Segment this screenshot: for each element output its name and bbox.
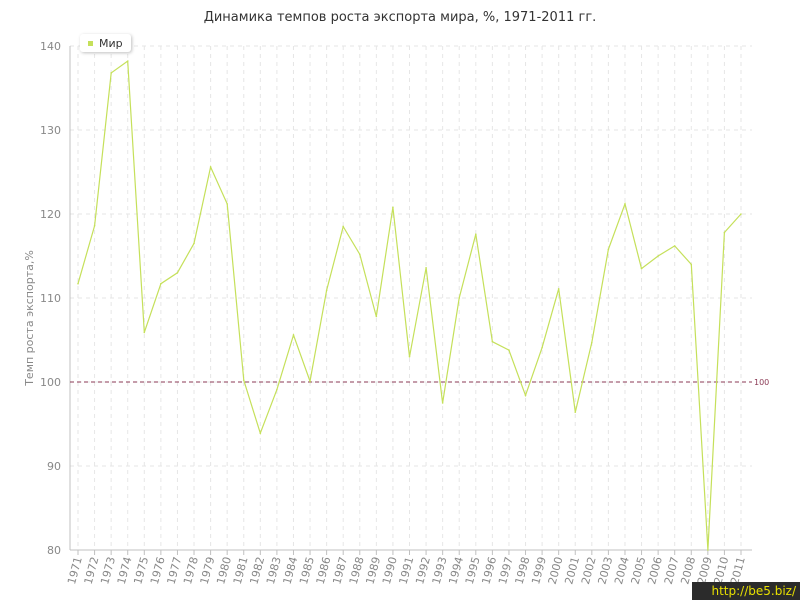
y-tick-label: 120 xyxy=(40,208,61,221)
data-point xyxy=(143,331,146,334)
y-tick-label: 90 xyxy=(47,460,61,473)
data-point xyxy=(541,346,543,349)
legend-marker-icon xyxy=(88,40,93,46)
data-point xyxy=(557,287,560,290)
data-point xyxy=(193,242,195,245)
data-point xyxy=(491,340,494,343)
data-point xyxy=(640,267,643,270)
legend-label: Мир xyxy=(99,36,123,50)
data-point xyxy=(524,394,527,397)
data-point xyxy=(475,233,477,235)
data-point xyxy=(375,315,378,318)
data-point xyxy=(591,341,593,344)
data-point xyxy=(657,255,659,257)
y-tick-label: 100 xyxy=(40,376,61,389)
data-point xyxy=(458,297,461,299)
data-point xyxy=(259,432,262,435)
data-point xyxy=(342,225,345,228)
data-point xyxy=(176,272,179,274)
data-point xyxy=(292,334,295,336)
data-point xyxy=(93,224,96,227)
watermark: http://be5.biz/ xyxy=(692,582,800,600)
data-point xyxy=(160,282,162,285)
data-point xyxy=(690,263,693,266)
y-tick-label: 80 xyxy=(47,544,61,557)
chart-title: Динамика темпов роста экспорта мира, %, … xyxy=(203,10,597,25)
data-point xyxy=(723,231,726,234)
data-point xyxy=(276,388,278,391)
reference-line-label: 100 xyxy=(754,378,769,387)
y-tick-label: 110 xyxy=(40,292,61,305)
y-axis-title: Темп роста экспорта,% xyxy=(23,250,36,387)
data-point xyxy=(607,248,610,251)
data-point xyxy=(226,203,228,205)
data-point xyxy=(392,206,394,209)
data-point xyxy=(325,289,328,292)
data-point xyxy=(309,380,311,382)
data-point xyxy=(441,402,444,404)
data-point xyxy=(673,245,676,247)
data-point xyxy=(110,72,112,74)
data-point xyxy=(740,213,742,215)
data-point xyxy=(574,411,577,414)
data-point xyxy=(126,60,129,62)
legend[interactable]: Мир xyxy=(80,34,131,52)
data-point xyxy=(624,203,626,205)
data-point xyxy=(707,549,709,551)
data-point xyxy=(358,253,361,256)
data-point xyxy=(77,282,79,285)
data-point xyxy=(209,166,212,168)
data-point xyxy=(242,379,245,382)
data-point xyxy=(508,349,510,351)
y-tick-label: 130 xyxy=(40,124,61,137)
y-tick-label: 140 xyxy=(40,40,61,53)
data-point xyxy=(408,356,411,358)
data-point xyxy=(425,266,427,269)
